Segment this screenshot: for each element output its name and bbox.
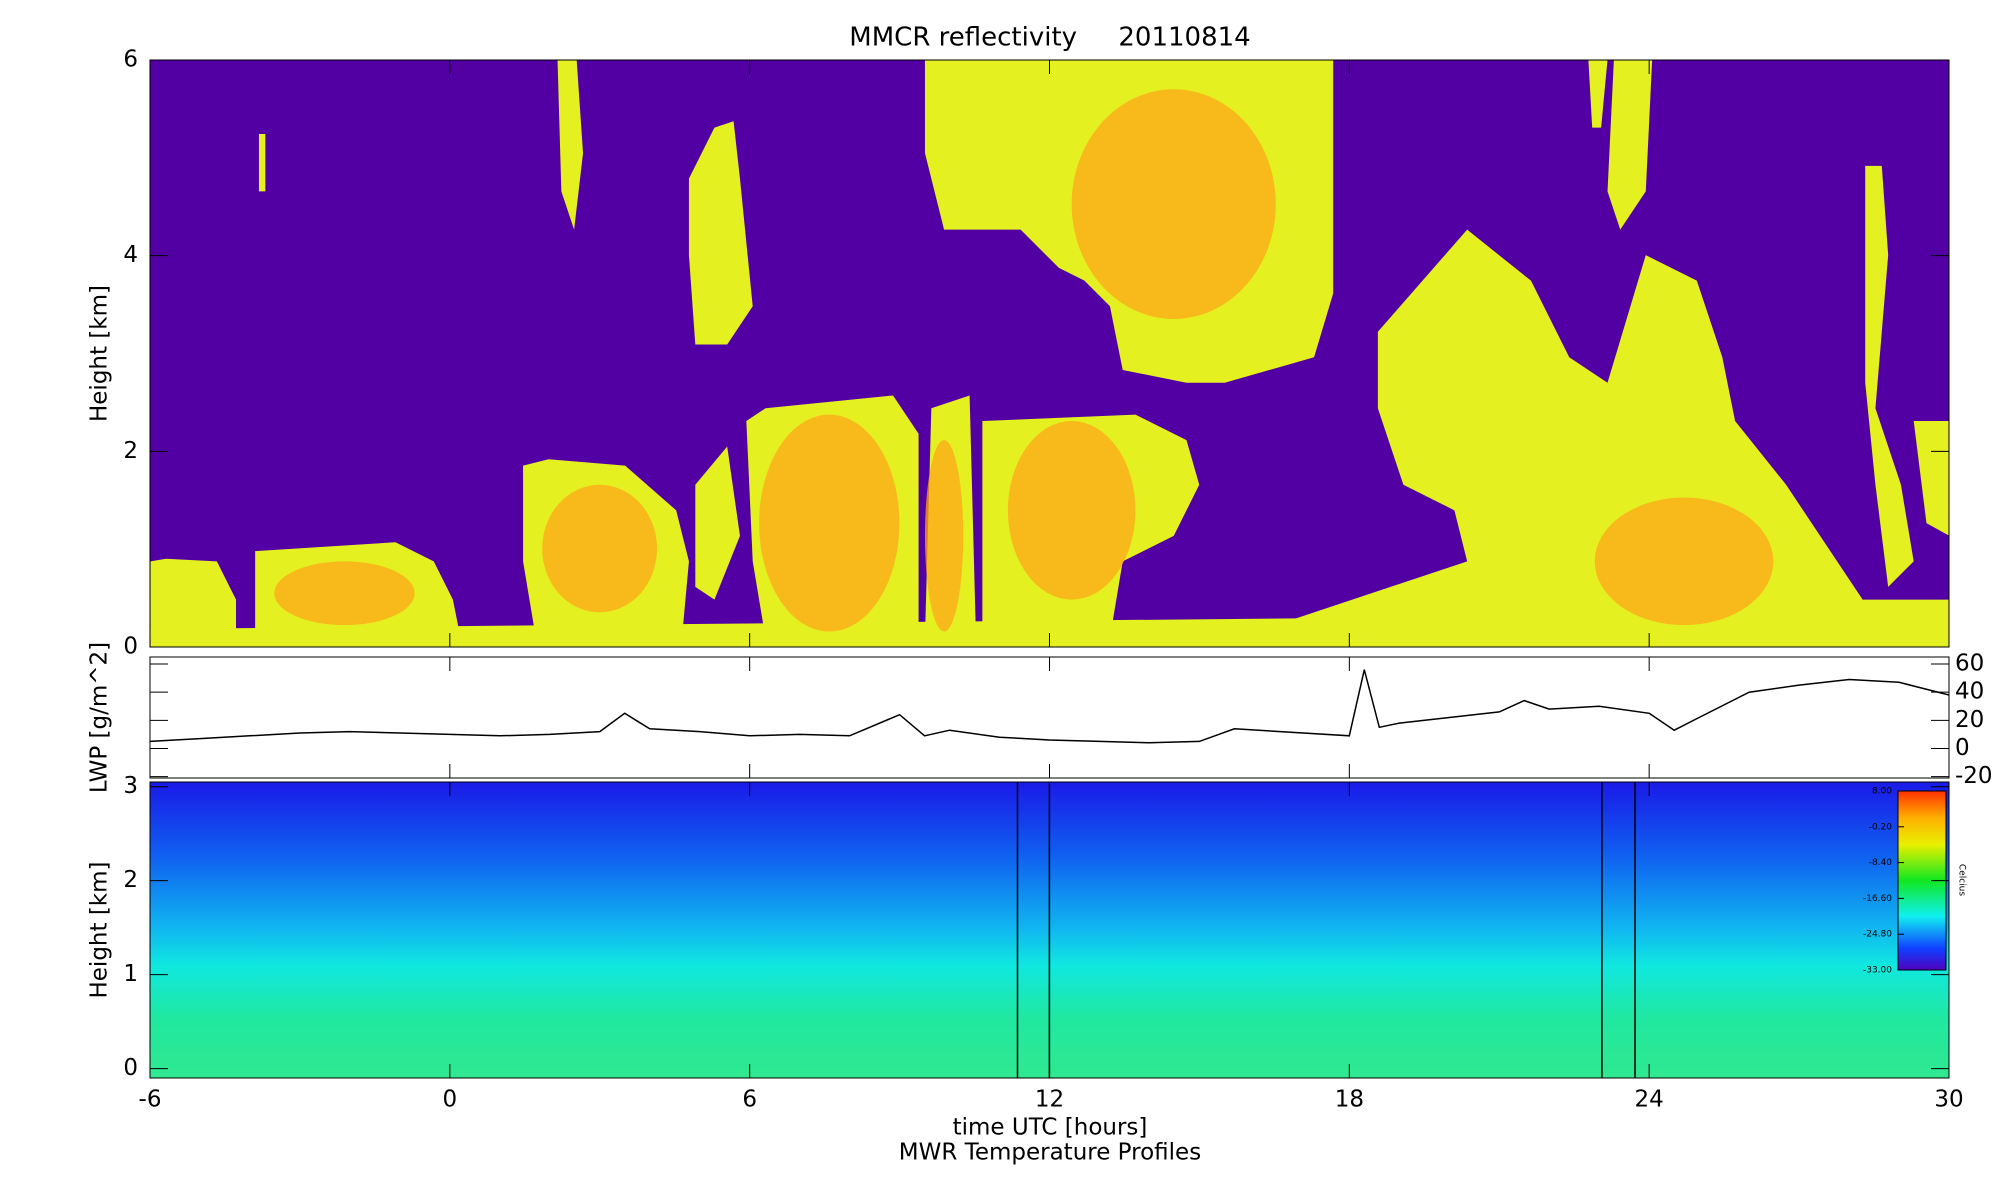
y-axis-label: Height [km] [87,861,113,998]
y-tick-label: -20 [1955,763,1993,789]
profile-gaps [1016,782,1636,1078]
y-axis-label: LWP [g/m^2] [87,642,113,793]
x-tick-label: 30 [1934,1087,1963,1113]
x-tick-label: 18 [1335,1087,1364,1113]
x-tick-label: 24 [1635,1087,1664,1113]
reflectivity-field [150,60,1949,647]
y-tick-label: 1 [123,961,138,987]
x-tick-label: 0 [443,1087,458,1113]
x-tick-label: -6 [139,1087,162,1113]
y-tick-label: 2 [123,438,138,464]
y-tick-label: 2 [123,867,138,893]
y-tick-label: 4 [123,242,138,268]
y-axis-label: Height [km] [87,285,113,422]
colorbar-tick-label: 8.00 [1872,787,1892,797]
y-tick-label: 3 [123,773,138,799]
y-tick-label: 0 [1955,735,1970,761]
x-axis-label: time UTC [hours] [953,1115,1148,1141]
y-tick-label: 6 [123,47,138,73]
colorbar-tick-label: -33.00 [1863,966,1892,976]
y-tick-label: 60 [1955,651,1984,677]
colorbar-tick-label: -0.20 [1869,822,1893,832]
x-tick-label: 12 [1035,1087,1064,1113]
colorbar-tick-label: -16.60 [1863,894,1892,904]
plot-frame [149,656,1950,779]
y-tick-label: 40 [1955,679,1984,705]
x-tick-label: 6 [742,1087,757,1113]
colorbar-tick-label: -8.40 [1869,858,1893,868]
y-tick-label: 0 [123,1055,138,1081]
colorbar-tick-label: -24.80 [1863,930,1892,940]
panel-title: MWR Temperature Profiles [899,1140,1201,1166]
lwp-line [149,669,1950,744]
y-tick-label: 20 [1955,707,1984,733]
colorbar-label: Celcius [1957,864,1967,896]
chart-title: MMCR reflectivity 20110814 [849,23,1250,53]
y-tick-label: 0 [123,634,138,660]
